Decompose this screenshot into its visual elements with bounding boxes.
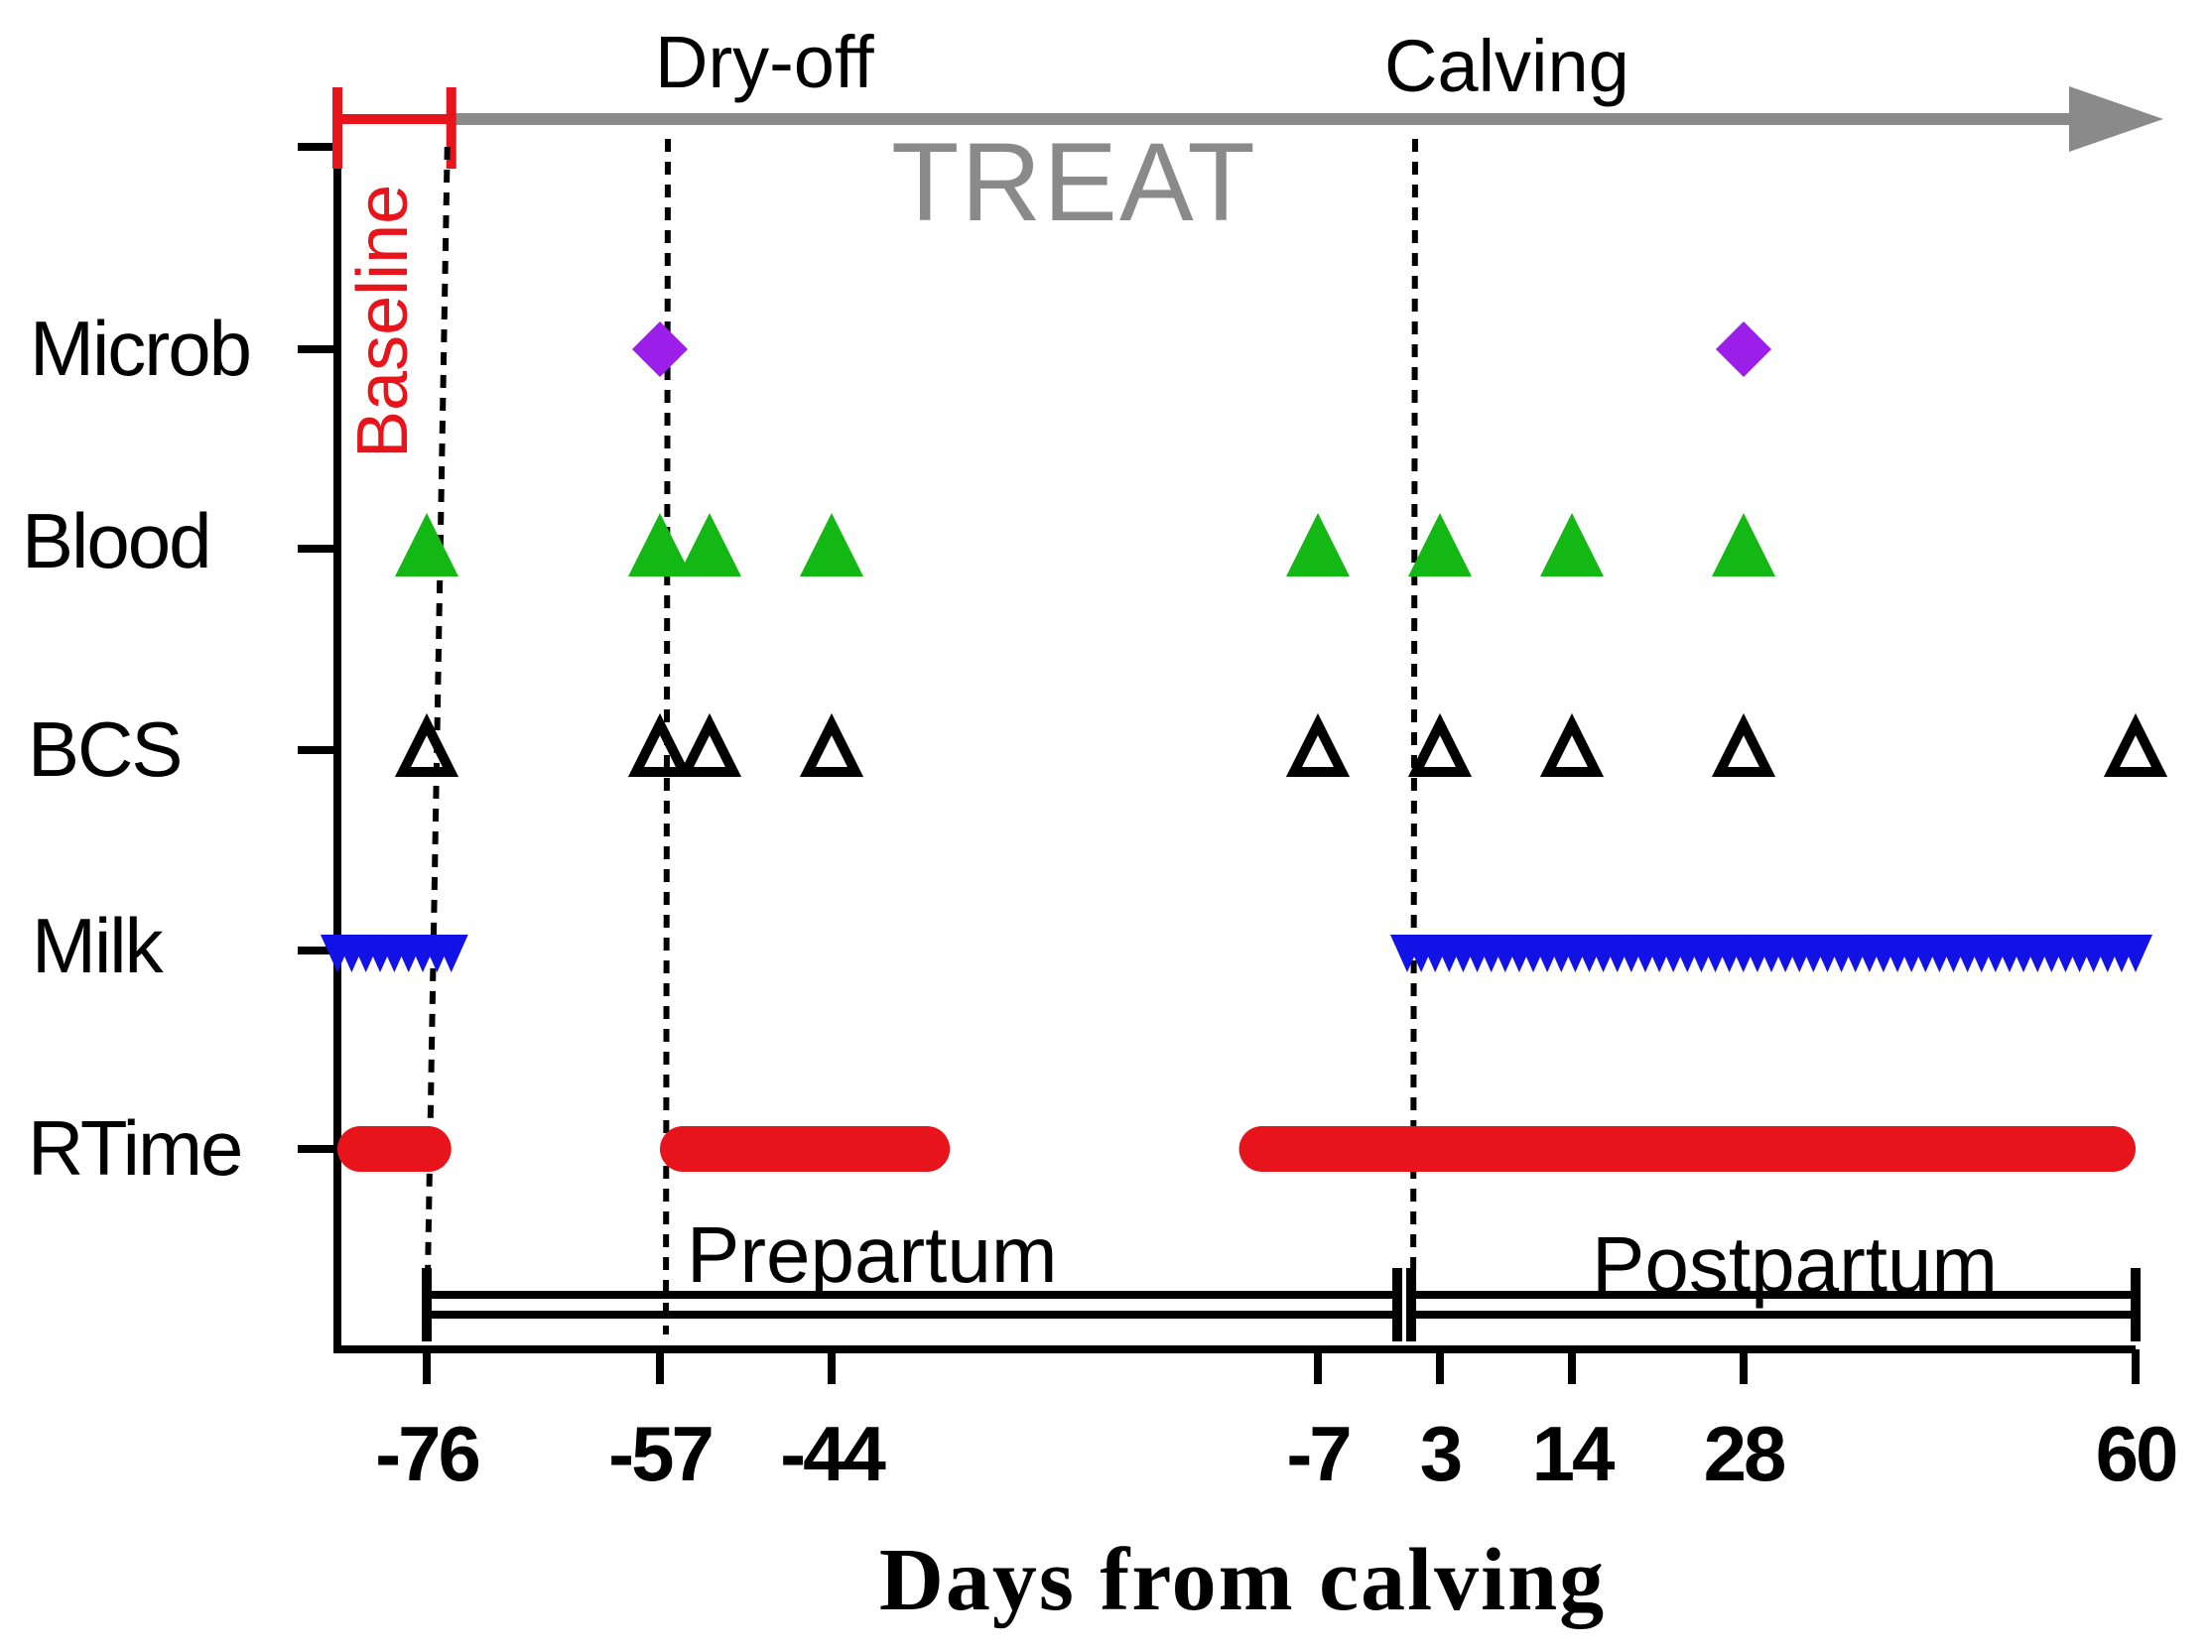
series-microb [632, 321, 1771, 377]
point-bcs-day-m53 [677, 712, 742, 777]
row-label-microb: Microb [30, 305, 250, 392]
row-label-blood: Blood [22, 497, 210, 584]
x-tick-label-m44: -44 [780, 1410, 885, 1497]
range-milk-1 [1390, 935, 2152, 972]
event-label-dry-off: Dry-off [655, 21, 874, 103]
series-blood [395, 513, 1775, 576]
treat-arrow-head [2069, 86, 2163, 152]
x-tick-label-3: 3 [1420, 1410, 1461, 1497]
point-blood-day-m57 [628, 513, 692, 576]
x-tick-label-14: 14 [1532, 1410, 1615, 1497]
point-blood-day-28 [1712, 513, 1775, 576]
phase-bracket-prepartum [422, 1268, 1402, 1341]
phase-label-postpartum: Postpartum [1592, 1220, 1998, 1309]
point-blood-day-m76 [395, 513, 458, 576]
point-blood-day-14 [1540, 513, 1604, 576]
range-bar-rtime-0 [337, 1126, 452, 1172]
x-tick-label-28: 28 [1704, 1410, 1784, 1497]
phase-label-prepartum: Prepartum [687, 1210, 1057, 1299]
x-tick-label-m76: -76 [375, 1410, 478, 1497]
treat-label: TREAT [891, 120, 1257, 244]
point-blood-day-m7 [1286, 513, 1350, 576]
point-bcs-day-m76 [394, 712, 459, 777]
series-milk [321, 935, 2152, 972]
point-bcs-day-m44 [799, 712, 864, 777]
x-tick-label-m7: -7 [1286, 1410, 1349, 1497]
row-label-rtime: RTime [28, 1104, 241, 1192]
event-dashed-line-calving [1410, 138, 1418, 1335]
point-bcs-day-14 [1539, 712, 1605, 777]
x-axis-title: Days from calving [879, 1531, 1606, 1629]
range-bar-rtime-2 [1238, 1126, 2136, 1172]
point-blood-day-m44 [800, 513, 863, 576]
x-tick-label-60: 60 [2096, 1410, 2176, 1497]
point-bcs-day-28 [1711, 712, 1776, 777]
point-microb-day-28 [1716, 321, 1771, 377]
phase-bracket-postpartum [1406, 1268, 2141, 1341]
series-rtime [337, 1126, 2136, 1172]
point-bcs-day-m7 [1285, 712, 1351, 777]
range-rtime-0 [337, 1126, 452, 1172]
point-bcs-day-60 [2103, 712, 2168, 777]
row-label-milk: Milk [32, 902, 165, 989]
point-blood-day-m53 [678, 513, 741, 576]
milk-marker [434, 935, 468, 972]
point-bcs-day-m57 [627, 712, 693, 777]
range-rtime-2 [1238, 1126, 2136, 1172]
range-milk-0 [321, 935, 468, 972]
baseline-label: Baseline [343, 185, 423, 458]
milk-marker [2119, 935, 2152, 972]
range-rtime-1 [660, 1126, 951, 1172]
range-bar-rtime-1 [660, 1126, 951, 1172]
point-microb-day-m57 [632, 321, 688, 377]
data-marks: -76 -57 -44 -7 3 14 28 60 [321, 86, 2179, 1497]
point-blood-day-3 [1408, 513, 1472, 576]
event-label-calving: Calving [1384, 25, 1629, 107]
x-tick-label-m57: -57 [608, 1410, 712, 1497]
row-label-bcs: BCS [28, 705, 181, 793]
series-bcs [394, 712, 2168, 777]
point-bcs-day-3 [1407, 712, 1473, 777]
